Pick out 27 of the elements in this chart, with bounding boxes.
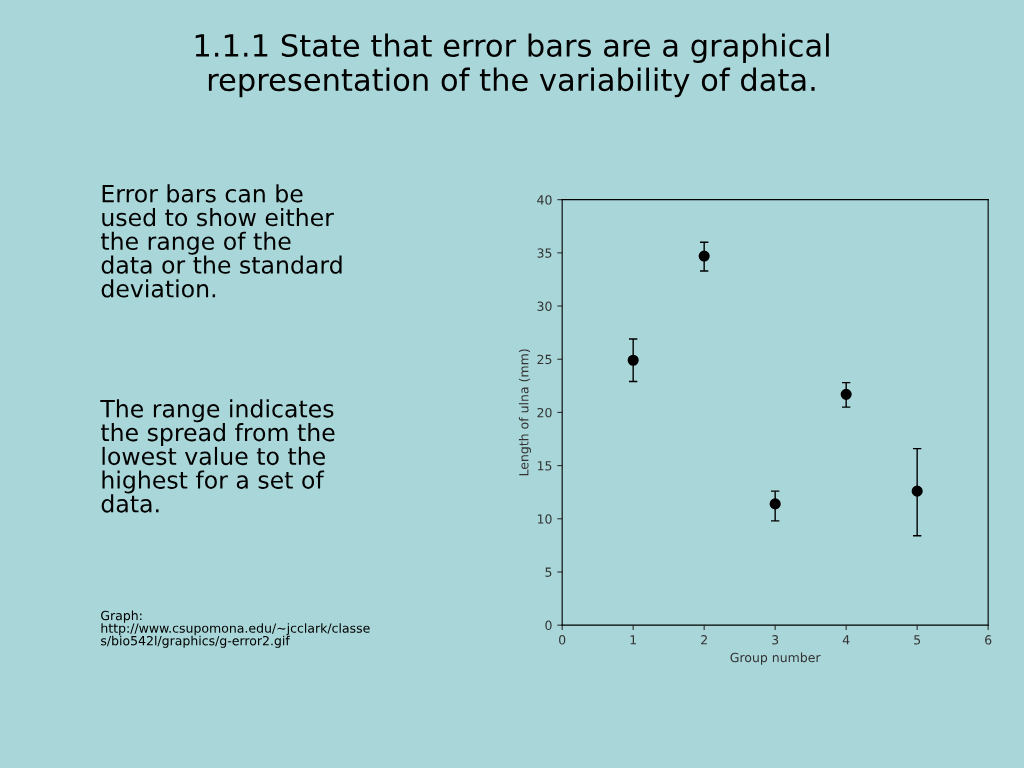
y-tick-label: 25	[537, 354, 552, 365]
x-tick-label: 5	[914, 635, 921, 645]
x-tick-label: 4	[842, 635, 850, 645]
y-tick-label: 15	[537, 461, 552, 471]
y-tick-label: 30	[537, 301, 552, 311]
y-tick-label: 40	[537, 195, 552, 205]
x-tick-label: 3	[772, 635, 779, 645]
x-tick-label: 1	[630, 635, 636, 645]
point	[769, 498, 781, 510]
text: The range indicates the spread from the lowest value to the highest for a set of data.	[100, 399, 335, 513]
point	[698, 250, 710, 262]
y-tick-label: 35	[537, 248, 552, 258]
x-tick-label: 6	[985, 635, 992, 645]
text: Graph: http://www.csupomona.edu/~jcclark/classe s/bio542l/graphics/g-error2.gif	[101, 610, 370, 648]
y-tick-label: 5	[545, 567, 552, 577]
point	[840, 388, 852, 400]
y-axis-title: Length of ulna (mm)	[518, 349, 531, 476]
text: Error bars can be used to show either the range of the data or the standard deviation.	[100, 184, 342, 298]
x-tick-label: 2	[701, 635, 707, 645]
y-tick-label: 0	[545, 620, 552, 631]
y-tick-label: 10	[537, 514, 552, 524]
chart-title: 1.1.1 State that error bars are a graphical representation of the variability of data.	[195, 33, 829, 98]
y-tick-label: 20	[537, 407, 552, 418]
point	[627, 354, 639, 366]
point	[911, 485, 923, 497]
x-axis-title: Group number	[730, 652, 821, 665]
x-tick-label: 0	[559, 635, 566, 645]
